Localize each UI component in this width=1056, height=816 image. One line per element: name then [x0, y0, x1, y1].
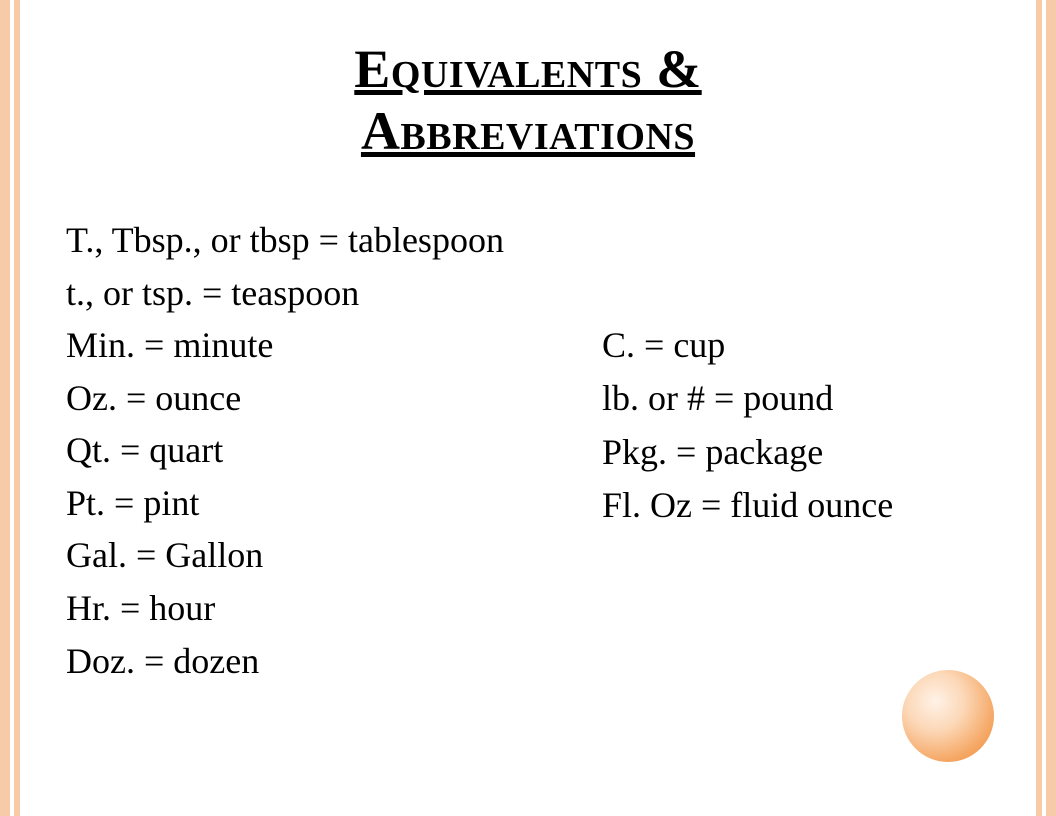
list-item: Qt. = quart	[66, 424, 504, 477]
decorative-stripe-right-outer	[1046, 0, 1056, 816]
list-item: Hr. = hour	[66, 582, 504, 635]
list-item: lb. or # = pound	[602, 372, 893, 425]
right-column: C. = cup lb. or # = pound Pkg. = package…	[602, 319, 893, 532]
decorative-stripe-right-inner	[1036, 0, 1042, 816]
list-item: Pt. = pint	[66, 477, 504, 530]
title-line-2: Abbreviations	[30, 100, 1026, 162]
list-item: T., Tbsp., or tbsp = tablespoon	[66, 214, 504, 267]
list-item: Min. = minute	[66, 319, 504, 372]
decorative-stripe-left-outer	[0, 0, 10, 816]
decorative-circle-icon	[902, 670, 994, 762]
decorative-stripe-left-inner	[14, 0, 20, 816]
list-item: Doz. = dozen	[66, 635, 504, 688]
list-item: t., or tsp. = teaspoon	[66, 267, 504, 320]
left-column: T., Tbsp., or tbsp = tablespoon t., or t…	[66, 214, 504, 687]
list-item: Gal. = Gallon	[66, 529, 504, 582]
title-line-1: Equivalents &	[354, 39, 701, 99]
list-item: Fl. Oz = fluid ounce	[602, 479, 893, 532]
page-title: Equivalents & Abbreviations	[30, 0, 1026, 162]
list-item: Oz. = ounce	[66, 372, 504, 425]
list-item: C. = cup	[602, 319, 893, 372]
slide-content: Equivalents & Abbreviations T., Tbsp., o…	[30, 0, 1026, 816]
list-item: Pkg. = package	[602, 426, 893, 479]
